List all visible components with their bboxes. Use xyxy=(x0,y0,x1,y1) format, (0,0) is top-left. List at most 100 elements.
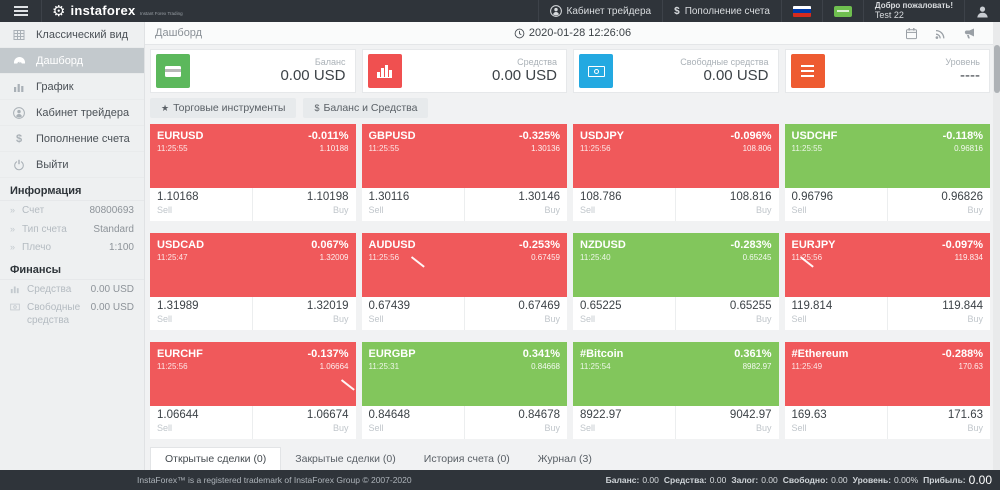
sidebar-item-dashboard[interactable]: Дашборд xyxy=(0,48,144,74)
sidebar-item-logout[interactable]: Выйти xyxy=(0,152,144,178)
footer-stat-label: Залог: xyxy=(731,475,759,485)
buy-price: 1.32019 xyxy=(306,300,349,312)
buy-button[interactable]: 108.816 Buy xyxy=(676,188,778,221)
sell-button[interactable]: 1.06644 Sell xyxy=(150,406,254,439)
buy-button[interactable]: 1.06674 Buy xyxy=(253,406,355,439)
sell-button[interactable]: 169.63 Sell xyxy=(785,406,888,439)
sell-label: Sell xyxy=(368,204,384,215)
tile-quote-time: 11:25:31 xyxy=(368,361,400,371)
footer-stat-label: Прибыль: xyxy=(923,475,966,485)
tile-symbol: EURCHF xyxy=(157,348,203,360)
tile-quote-time: 11:25:40 xyxy=(580,252,611,262)
payment-card-icon xyxy=(833,5,852,17)
power-icon xyxy=(12,159,26,171)
buy-button[interactable]: 9042.97 Buy xyxy=(676,406,778,439)
finance-label: Свободные средства xyxy=(27,302,81,326)
tile-symbol: USDJPY xyxy=(580,130,625,142)
sell-label: Sell xyxy=(791,422,807,433)
deposit-button[interactable]: $ Пополнение счета xyxy=(662,0,781,22)
tile-change-percent: -0.097% xyxy=(942,239,983,251)
tab-closed-trades[interactable]: Закрытые сделки (0) xyxy=(295,453,396,465)
tab-journal[interactable]: Журнал (3) xyxy=(537,453,592,465)
trader-cabinet-button[interactable]: Кабинет трейдера xyxy=(537,0,663,22)
instrument-tile[interactable]: NZDUSD -0.283% 11:25:40 0.65245 0.65225 … xyxy=(573,233,779,330)
footer-stat-label: Свободно: xyxy=(782,475,829,485)
banknote-mini-icon xyxy=(10,302,20,312)
buy-price: 0.65255 xyxy=(729,300,772,312)
welcome-text: Добро пожаловать! xyxy=(874,1,953,11)
rss-icon[interactable] xyxy=(934,27,947,40)
instrument-tile[interactable]: EURGBP 0.341% 11:25:31 0.84668 0.84648 S… xyxy=(361,342,567,439)
sidebar-item-deposit[interactable]: $ Пополнение счета xyxy=(0,126,144,152)
sell-button[interactable]: 8922.97 Sell xyxy=(573,406,677,439)
logo[interactable]: ⚙ instaforex Instant Forex Trading xyxy=(42,0,193,22)
buy-button[interactable]: 0.96826 Buy xyxy=(888,188,990,221)
sell-button[interactable]: 1.10168 Sell xyxy=(150,188,254,221)
tab-account-history[interactable]: История счета (0) xyxy=(423,453,510,465)
sell-button[interactable]: 0.67439 Sell xyxy=(362,297,465,330)
menu-icon xyxy=(790,54,825,88)
sell-button[interactable]: 0.65225 Sell xyxy=(573,297,677,330)
buy-label: Buy xyxy=(332,313,349,324)
buy-button[interactable]: 119.844 Buy xyxy=(888,297,990,330)
tile-prices: 1.31989 Sell 1.32019 Buy xyxy=(150,297,356,330)
instrument-tile[interactable]: USDCHF -0.118% 11:25:55 0.96816 0.96796 … xyxy=(784,124,990,221)
profile-menu-button[interactable] xyxy=(964,0,1000,22)
balance-funds-button[interactable]: $ Баланс и Средства xyxy=(303,98,429,118)
tile-last-price: 1.30136 xyxy=(531,143,560,153)
footer-stat-value: 0.00 xyxy=(642,475,659,485)
footer-stat-value: 0.00 xyxy=(831,475,848,485)
tile-quote-time: 11:25:55 xyxy=(368,143,400,153)
buy-button[interactable]: 1.10198 Buy xyxy=(253,188,355,221)
buy-button[interactable]: 171.63 Buy xyxy=(888,406,990,439)
scrollbar-thumb[interactable] xyxy=(993,45,1000,93)
instrument-tile[interactable]: EURUSD -0.011% 11:25:55 1.10188 1.10168 … xyxy=(150,124,356,221)
bottom-tabs: Открытые сделки (0) Закрытые сделки (0) … xyxy=(145,447,1000,470)
instrument-tile[interactable]: USDCAD 0.067% 11:25:47 1.32009 1.31989 S… xyxy=(150,233,356,330)
hamburger-menu-icon[interactable] xyxy=(0,0,42,22)
tile-change-percent: -0.137% xyxy=(307,348,349,360)
sell-price: 1.10168 xyxy=(157,191,199,203)
sidebar-item-trader-cabinet[interactable]: Кабинет трейдера xyxy=(0,100,144,126)
sell-button[interactable]: 0.84648 Sell xyxy=(362,406,465,439)
instrument-tile[interactable]: EURJPY -0.097% 11:25:56 119.834 119.814 … xyxy=(784,233,990,330)
megaphone-icon[interactable] xyxy=(963,27,976,40)
tile-symbol: #Bitcoin xyxy=(580,348,624,360)
sell-button[interactable]: 0.96796 Sell xyxy=(785,188,888,221)
tile-last-price: 0.65245 xyxy=(742,252,772,262)
instrument-tile[interactable]: EURCHF -0.137% 11:25:56 1.06664 1.06644 … xyxy=(150,342,356,439)
instrument-tile[interactable]: GBPUSD -0.325% 11:25:55 1.30136 1.30116 … xyxy=(361,124,567,221)
footer-stat-label: Уровень: xyxy=(852,475,892,485)
sell-button[interactable]: 119.814 Sell xyxy=(785,297,888,330)
buy-label: Buy xyxy=(967,204,983,215)
sell-price: 1.30116 xyxy=(368,191,410,203)
tile-last-price: 119.834 xyxy=(954,252,983,262)
instrument-tile[interactable]: #Ethereum -0.288% 11:25:49 170.63 169.63… xyxy=(784,342,990,439)
tile-change-percent: -0.253% xyxy=(519,239,560,251)
sidebar-item-chart[interactable]: График xyxy=(0,74,144,100)
language-flag-button[interactable] xyxy=(780,0,822,22)
payment-button[interactable] xyxy=(821,0,863,22)
chevron-right-icon: » xyxy=(10,205,16,215)
instrument-tile[interactable]: #Bitcoin 0.361% 11:25:54 8982.97 8922.97… xyxy=(573,342,779,439)
scrollbar[interactable] xyxy=(993,22,1000,470)
buy-button[interactable]: 0.84678 Buy xyxy=(465,406,567,439)
user-circle-icon xyxy=(549,5,562,17)
sidebar-section-finance: Финансы xyxy=(0,257,144,280)
buy-button[interactable]: 1.30146 Buy xyxy=(465,188,567,221)
sell-button[interactable]: 1.31989 Sell xyxy=(150,297,254,330)
buy-button[interactable]: 0.67469 Buy xyxy=(465,297,567,330)
buy-button[interactable]: 1.32019 Buy xyxy=(253,297,355,330)
tab-open-trades[interactable]: Открытые сделки (0) xyxy=(150,447,282,470)
sell-button[interactable]: 1.30116 Sell xyxy=(362,188,465,221)
trading-instruments-button[interactable]: ★ Торговые инструменты xyxy=(150,98,297,118)
tile-symbol: EURUSD xyxy=(157,130,204,142)
sell-button[interactable]: 108.786 Sell xyxy=(573,188,677,221)
avatar-icon xyxy=(976,5,989,18)
buy-button[interactable]: 0.65255 Buy xyxy=(676,297,778,330)
calendar-icon[interactable] xyxy=(905,27,918,40)
instrument-tile[interactable]: AUDUSD -0.253% 11:25:56 0.67459 0.67439 … xyxy=(361,233,567,330)
instrument-tile[interactable]: USDJPY -0.096% 11:25:56 108.806 108.786 … xyxy=(573,124,779,221)
sidebar-item-classic-view[interactable]: Классический вид xyxy=(0,22,144,48)
toolbar: ★ Торговые инструменты $ Баланс и Средства xyxy=(150,98,990,118)
